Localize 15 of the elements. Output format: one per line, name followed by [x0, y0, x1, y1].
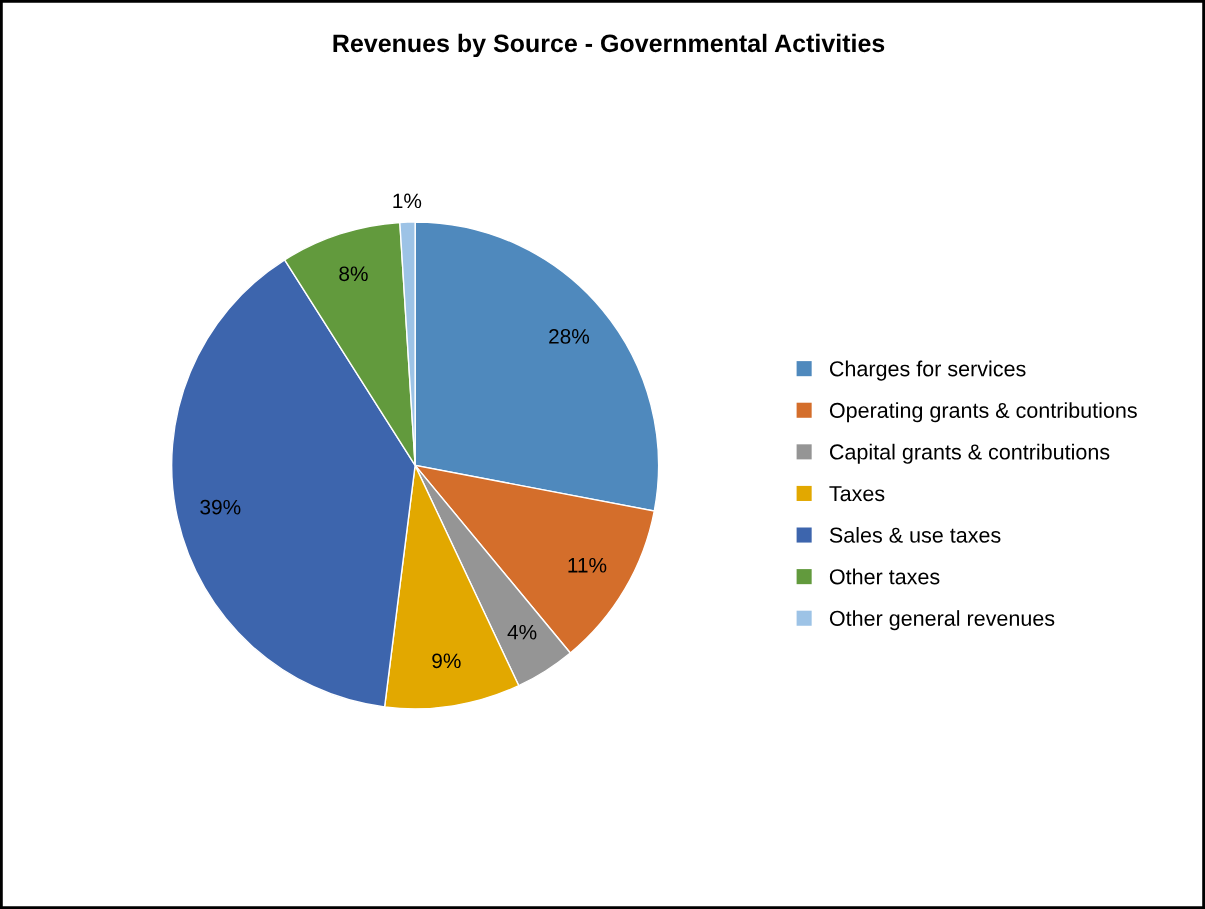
chart-title: Revenues by Source - Governmental Activities [333, 33, 885, 58]
data-label: 8% [339, 266, 368, 282]
legend-label: Other taxes [829, 568, 940, 585]
legend-label: Taxes [829, 486, 885, 502]
legend-label: Charges for services [829, 360, 1026, 381]
legend-label: Other general revenues [829, 610, 1055, 631]
legend-label: Sales & use taxes [829, 526, 1001, 543]
data-label: 9% [432, 653, 461, 669]
legend-label: Capital grants & contributions [829, 443, 1110, 464]
data-label: 11% [568, 557, 607, 573]
data-label: 4% [507, 624, 537, 640]
data-label: 39% [200, 499, 241, 515]
legend-label: Operating grants & contributions [829, 402, 1137, 423]
data-label: 1% [393, 193, 422, 209]
data-label: 28% [549, 329, 590, 344]
